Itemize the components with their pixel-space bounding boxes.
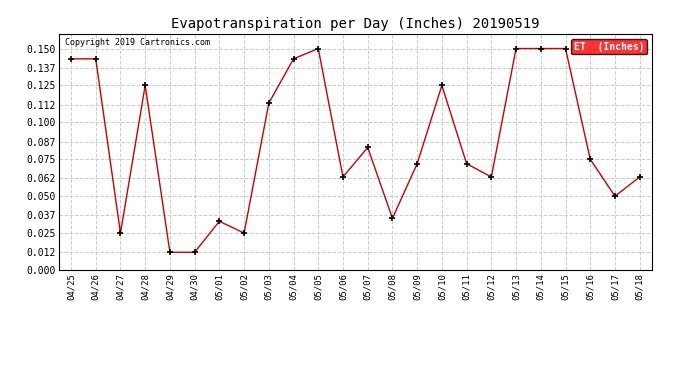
Legend: ET  (Inches): ET (Inches) — [571, 39, 647, 54]
Title: Evapotranspiration per Day (Inches) 20190519: Evapotranspiration per Day (Inches) 2019… — [171, 17, 540, 31]
Text: Copyright 2019 Cartronics.com: Copyright 2019 Cartronics.com — [65, 39, 210, 48]
